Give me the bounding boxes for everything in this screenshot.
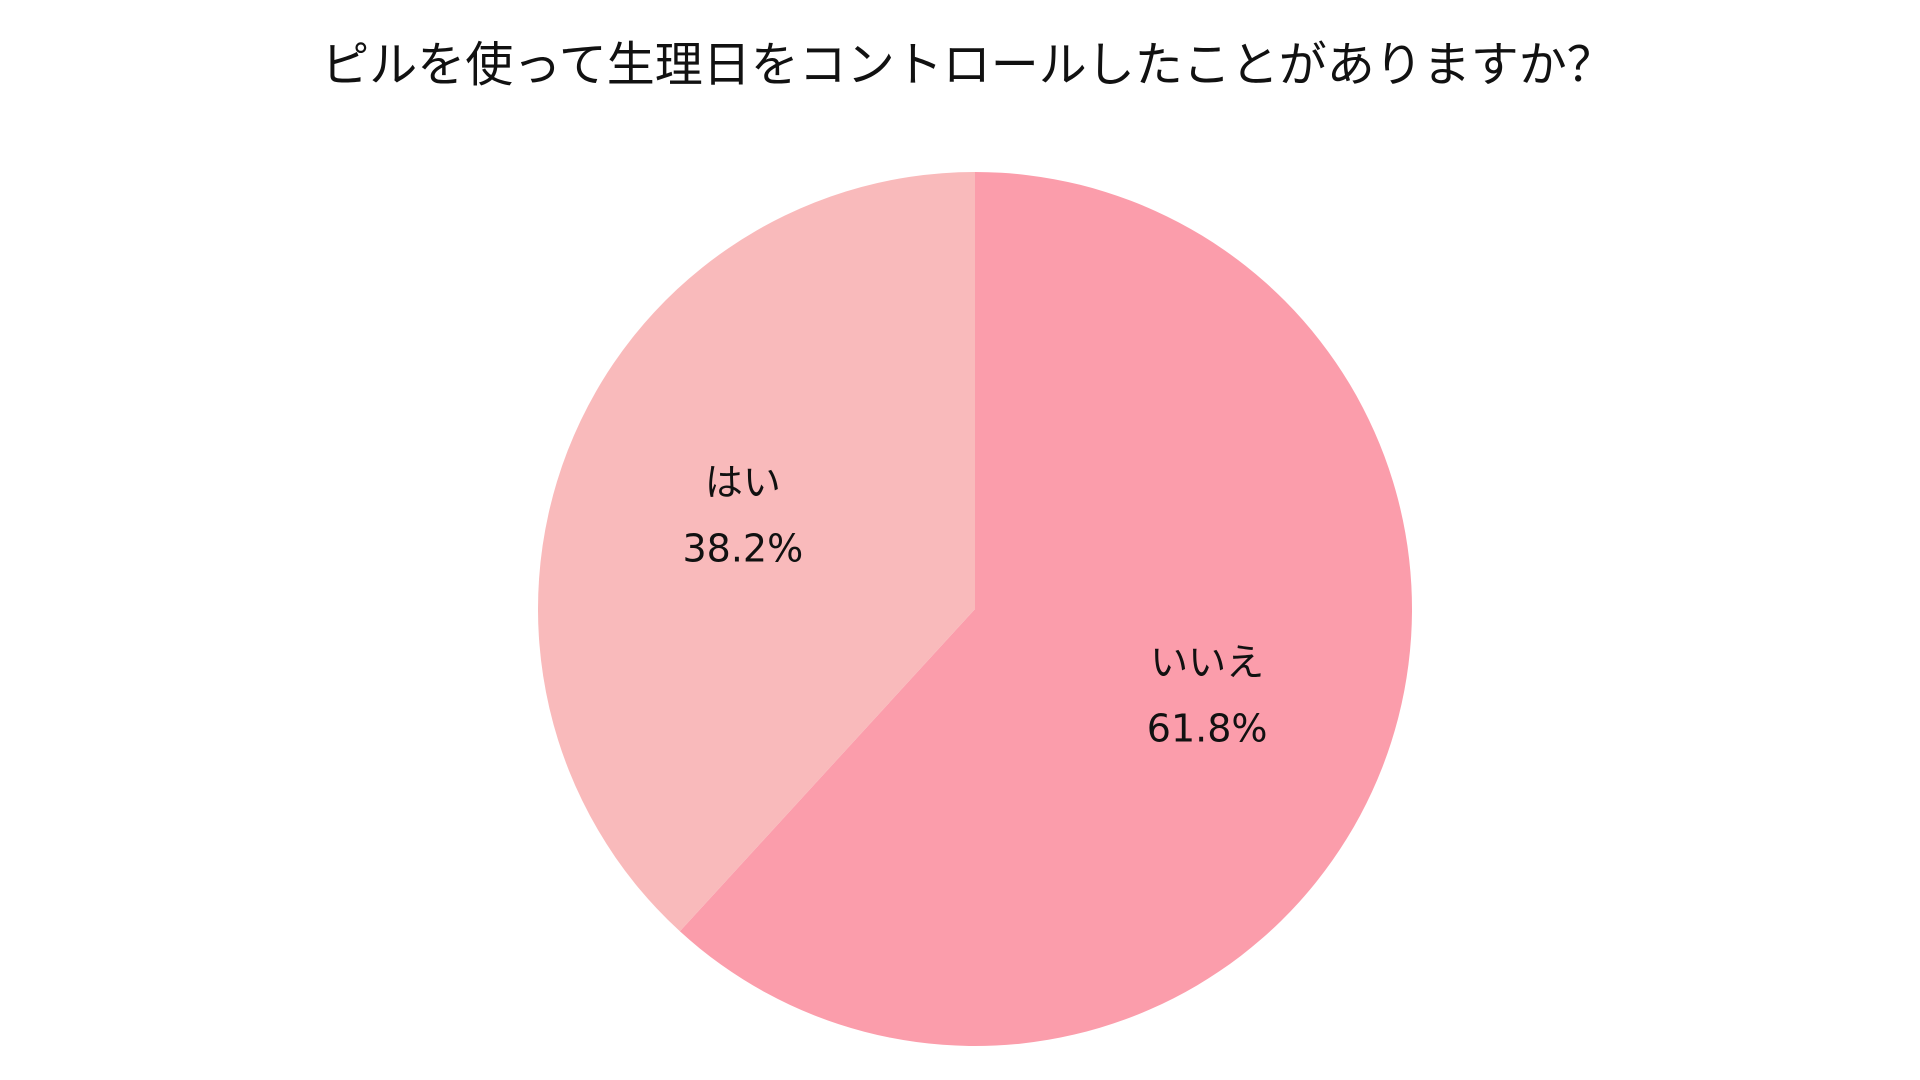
slice-category-label: はい [705,460,781,504]
slice-category-label: いいえ [1150,641,1264,685]
slice-value-label: 38.2% [682,526,803,570]
labels: いいえ 61.8% はい 38.2% [682,460,1267,750]
slice-value-label: 61.8% [1147,707,1268,751]
chart-title: ピルを使って生理日をコントロールしたことがありますか？ [321,37,1615,93]
pie [538,171,1412,1046]
pie-slice [679,172,1412,1046]
pie-slice [538,171,975,932]
